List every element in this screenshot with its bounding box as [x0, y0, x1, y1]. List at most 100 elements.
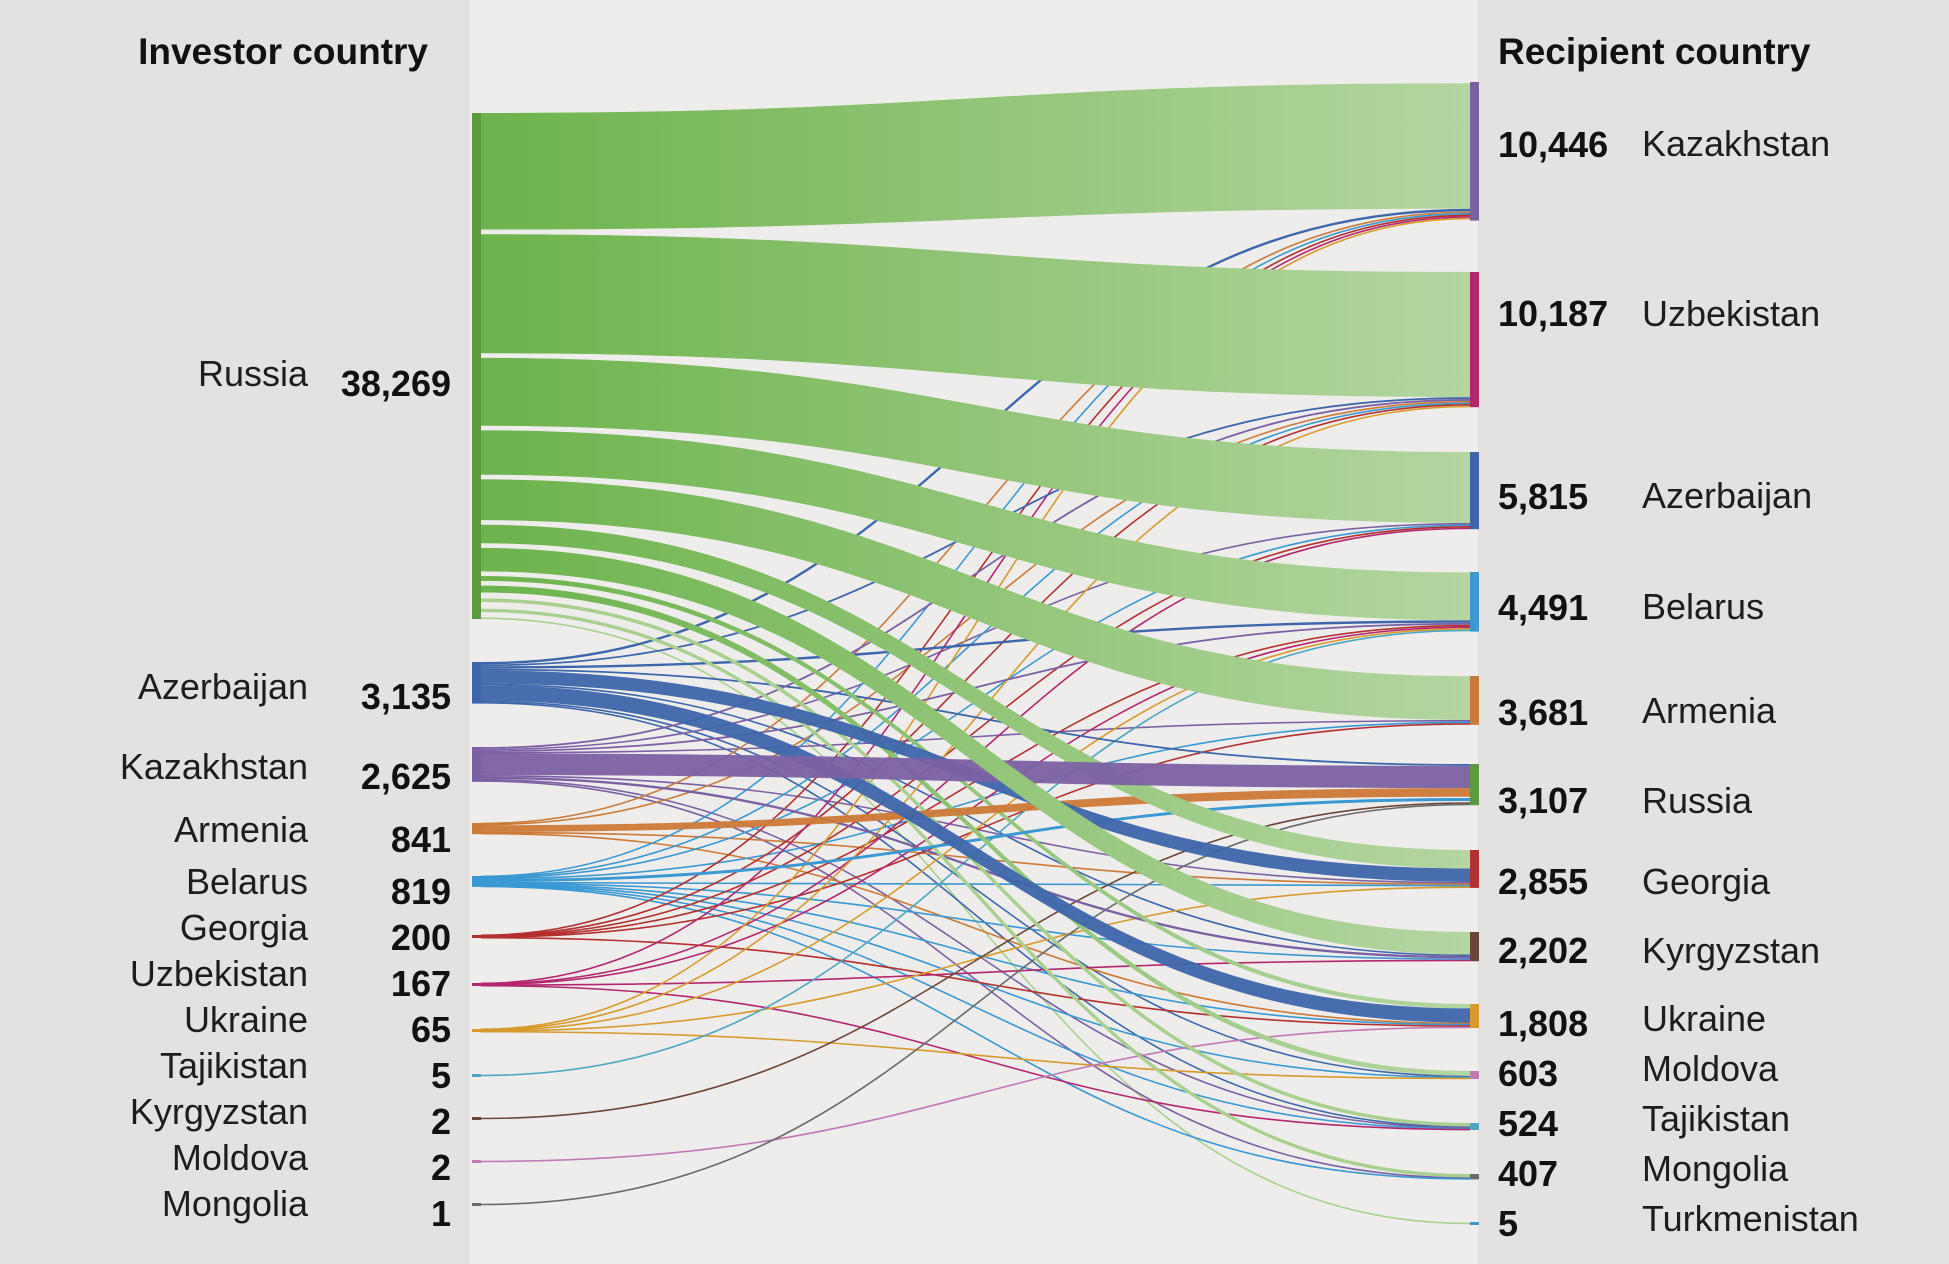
target-name-kazakhstan: Kazakhstan: [1642, 123, 1830, 164]
target-value-belarus: 4,491: [1498, 587, 1588, 628]
flow-russia-to-armenia: [481, 479, 1470, 720]
flow-belarus-to-kyrgyzstan: [480, 882, 1471, 960]
target-value-armenia: 3,681: [1498, 692, 1588, 733]
target-value-mongolia: 407: [1498, 1153, 1558, 1194]
flow-armenia-to-russia: [481, 788, 1470, 832]
flows-layer: [480, 83, 1471, 1225]
flow-mongolia-to-russia: [480, 803, 1471, 1206]
target-value-uzbekistan: 10,187: [1498, 293, 1608, 334]
target-name-mongolia: Mongolia: [1642, 1148, 1789, 1189]
source-bar-kyrgyzstan: [472, 1117, 481, 1120]
flow-russia-to-azerbaijan: [481, 357, 1470, 523]
target-value-moldova: 603: [1498, 1053, 1558, 1094]
flow-russia-to-belarus: [481, 430, 1470, 621]
target-bar-belarus: [1470, 572, 1479, 632]
source-bar-kazakhstan: [472, 747, 481, 782]
target-value-turkmenistan: 5: [1498, 1203, 1518, 1244]
target-bar-kazakhstan: [1470, 82, 1479, 221]
target-name-kyrgyzstan: Kyrgyzstan: [1642, 930, 1820, 971]
node-bars-layer: [472, 82, 1479, 1225]
target-name-tajikistan: Tajikistan: [1642, 1098, 1790, 1139]
source-name-russia: Russia: [198, 353, 309, 394]
flow-belarus-to-russia: [480, 798, 1471, 883]
source-bar-uzbekistan: [472, 983, 481, 986]
flow-russia-to-kazakhstan: [481, 83, 1470, 230]
right-header: Recipient country: [1498, 31, 1811, 72]
flow-azerbaijan-to-tajikistan: [480, 702, 1471, 1128]
source-bar-mongolia: [472, 1203, 481, 1206]
target-name-turkmenistan: Turkmenistan: [1642, 1198, 1859, 1239]
source-value-russia: 38,269: [341, 363, 451, 404]
flow-ukraine-to-kazakhstan: [480, 217, 1471, 1031]
source-name-mongolia: Mongolia: [162, 1183, 309, 1224]
flow-georgia-to-uzbekistan: [480, 404, 1471, 937]
target-bar-ukraine: [1470, 1004, 1479, 1028]
flow-armenia-to-ukraine: [480, 832, 1471, 1025]
target-name-russia: Russia: [1642, 780, 1753, 821]
target-value-kazakhstan: 10,446: [1498, 124, 1608, 165]
source-value-azerbaijan: 3,135: [361, 676, 451, 717]
source-value-ukraine: 65: [411, 1009, 451, 1050]
target-name-armenia: Armenia: [1642, 690, 1777, 731]
source-name-uzbekistan: Uzbekistan: [130, 953, 308, 994]
target-bar-azerbaijan: [1470, 452, 1479, 530]
target-bar-georgia: [1470, 850, 1479, 888]
source-bar-belarus: [472, 876, 481, 887]
flow-kazakhstan-to-russia: [481, 753, 1470, 789]
target-name-uzbekistan: Uzbekistan: [1642, 293, 1820, 334]
source-bar-azerbaijan: [472, 662, 481, 704]
flow-kazakhstan-to-kyrgyzstan: [480, 776, 1471, 959]
flow-kyrgyzstan-to-russia: [480, 802, 1471, 1120]
flow-russia-to-uzbekistan: [481, 234, 1470, 398]
flow-uzbekistan-to-belarus: [480, 626, 1471, 986]
source-value-georgia: 200: [391, 917, 451, 958]
target-value-kyrgyzstan: 2,202: [1498, 930, 1588, 971]
flow-ukraine-to-moldova: [480, 1030, 1471, 1080]
flow-moldova-to-ukraine: [480, 1026, 1471, 1163]
flow-azerbaijan-to-kyrgyzstan: [480, 683, 1471, 957]
target-bar-turkmenistan: [1470, 1222, 1479, 1225]
flow-belarus-to-uzbekistan: [480, 402, 1471, 878]
flow-russia-to-mongolia: [480, 608, 1471, 1178]
source-value-kyrgyzstan: 2: [431, 1101, 451, 1142]
flow-azerbaijan-to-russia: [480, 668, 1471, 766]
target-bar-uzbekistan: [1470, 272, 1479, 408]
target-labels: 10,446 Kazakhstan 10,187 Uzbekistan 5,815 Aze…: [1498, 123, 1859, 1244]
flow-kazakhstan-to-armenia: [480, 719, 1471, 754]
source-name-georgia: Georgia: [180, 907, 309, 948]
flow-azerbaijan-to-ukraine: [481, 685, 1470, 1023]
target-bar-tajikistan: [1470, 1123, 1479, 1130]
flow-georgia-to-azerbaijan: [480, 526, 1471, 938]
flow-russia-to-ukraine: [481, 575, 1470, 1009]
source-bar-moldova: [472, 1160, 481, 1163]
source-name-tajikistan: Tajikistan: [160, 1045, 308, 1086]
source-value-tajikistan: 5: [431, 1055, 451, 1096]
source-name-armenia: Armenia: [174, 809, 309, 850]
flow-kazakhstan-to-azerbaijan: [480, 522, 1471, 751]
flow-kazakhstan-to-mongolia: [480, 780, 1471, 1179]
target-bar-moldova: [1470, 1071, 1479, 1080]
flow-belarus-to-tajikistan: [480, 884, 1471, 1130]
left-header: Investor country: [138, 31, 428, 72]
flow-ukraine-to-uzbekistan: [480, 405, 1471, 1031]
target-value-georgia: 2,855: [1498, 861, 1588, 902]
target-name-ukraine: Ukraine: [1642, 998, 1766, 1039]
flow-georgia-to-kazakhstan: [480, 214, 1471, 937]
flow-kazakhstan-to-uzbekistan: [480, 399, 1471, 749]
target-value-ukraine: 1,808: [1498, 1003, 1588, 1044]
flow-azerbaijan-to-moldova: [480, 700, 1471, 1078]
target-value-azerbaijan: 5,815: [1498, 476, 1588, 517]
flow-uzbekistan-to-kyrgyzstan: [480, 959, 1471, 986]
flow-belarus-to-georgia: [480, 881, 1471, 887]
target-value-russia: 3,107: [1498, 780, 1588, 821]
source-value-kazakhstan: 2,625: [361, 756, 451, 797]
source-bar-tajikistan: [472, 1074, 481, 1077]
flow-georgia-to-ukraine: [480, 936, 1471, 1027]
source-value-belarus: 819: [391, 871, 451, 912]
source-bar-russia: [472, 113, 481, 619]
source-name-kyrgyzstan: Kyrgyzstan: [130, 1091, 308, 1132]
source-bar-ukraine: [472, 1029, 481, 1032]
source-bar-armenia: [472, 823, 481, 835]
source-name-azerbaijan: Azerbaijan: [138, 666, 308, 707]
